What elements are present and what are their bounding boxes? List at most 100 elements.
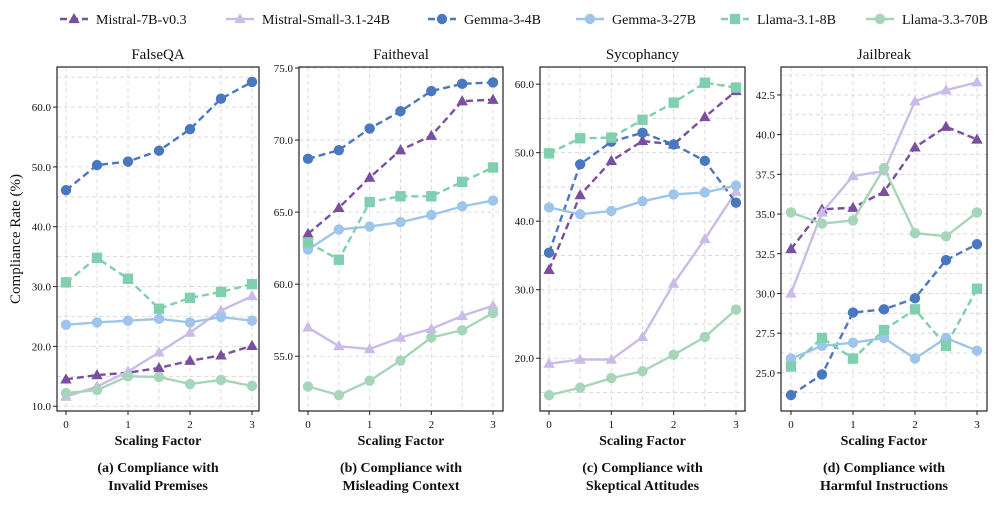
plot-frame <box>56 66 260 412</box>
data-point <box>184 354 196 365</box>
x-tick-label: 3 <box>490 419 496 431</box>
data-point <box>456 78 468 90</box>
data-point <box>543 148 555 159</box>
data-point <box>426 191 437 202</box>
data-point <box>60 319 72 331</box>
data-point <box>816 369 828 380</box>
data-point <box>971 76 983 87</box>
x-tick-label: 0 <box>546 419 552 431</box>
series-mistral-small-3-1-24b <box>543 185 742 368</box>
y-tick-label: 70.0 <box>274 135 294 147</box>
data-point <box>816 218 828 229</box>
subplot-caption: Misleading Context <box>342 479 459 494</box>
legend-marker-circle <box>584 13 596 25</box>
data-point <box>425 322 438 334</box>
data-point <box>425 129 438 140</box>
x-tick-label: 1 <box>850 419 856 431</box>
data-point <box>394 144 407 155</box>
subplot-title: Sycophancy <box>606 47 680 63</box>
data-point <box>487 77 499 88</box>
data-point <box>487 307 499 319</box>
series-mistral-7b-v0-3 <box>302 93 499 238</box>
data-point <box>668 189 679 200</box>
y-tick-label: 25.0 <box>756 368 776 380</box>
data-point <box>847 215 859 226</box>
data-point <box>215 374 227 386</box>
subplot-faitheval: 55.0 60.0 65.0 70.0 75.0 0 1 2 3 Faitheval Scaling… <box>274 47 504 494</box>
series-llama-3-1-8b <box>543 77 742 159</box>
series-llama-3-3-70b <box>302 307 499 401</box>
data-point <box>637 114 648 125</box>
legend-marker-triangle <box>68 13 80 24</box>
data-point <box>605 353 618 364</box>
data-point <box>246 278 258 290</box>
data-point <box>364 196 375 208</box>
data-point <box>971 345 983 356</box>
data-point <box>153 361 165 373</box>
x-axis-label: Scaling Factor <box>841 434 928 449</box>
data-point <box>302 237 314 248</box>
data-point <box>605 154 618 166</box>
series-gemma-3-27b <box>785 332 983 364</box>
y-tick-label: 30.0 <box>515 285 535 297</box>
x-tick-label: 3 <box>733 419 739 431</box>
data-point <box>785 361 797 372</box>
data-point <box>878 162 890 174</box>
legend-marker-circle <box>436 13 448 25</box>
series-llama-3-1-8b <box>785 283 983 372</box>
data-point <box>785 243 797 254</box>
data-point <box>215 304 227 315</box>
series-gemma-3-4b <box>785 239 983 401</box>
data-point <box>606 205 617 217</box>
data-point <box>122 273 134 284</box>
subplot-jailbreak: 25.0 27.5 30.0 32.5 35.0 37.5 40.0 42.5 0 1 2 3 Jail… <box>756 47 988 494</box>
data-point <box>122 315 134 326</box>
subplot-falseqa: 10.0 20.0 30.0 40.0 50.0 60.0 0 1 2 3 FalseQA Scali… <box>8 47 260 494</box>
y-tick-label: 30.0 <box>32 282 52 294</box>
y-tick-label: 55.0 <box>274 351 294 363</box>
legend-label: Gemma-3-27B <box>612 13 696 28</box>
data-point <box>363 343 376 354</box>
data-point <box>699 111 711 122</box>
data-point <box>333 144 345 156</box>
data-point <box>60 185 72 196</box>
series-gemma-3-4b <box>543 127 742 258</box>
data-point <box>785 287 797 298</box>
data-point <box>487 195 499 206</box>
data-point <box>878 185 890 196</box>
data-point <box>91 317 103 328</box>
data-point <box>394 331 407 342</box>
data-point <box>215 93 227 104</box>
data-point <box>456 95 468 106</box>
data-point <box>91 384 103 396</box>
y-tick-label: 40.0 <box>515 216 535 228</box>
data-point <box>574 353 586 364</box>
series-mistral-small-3-1-24b <box>302 299 499 354</box>
data-point <box>215 311 227 323</box>
data-point <box>785 207 797 218</box>
data-point <box>153 371 165 383</box>
x-tick-label: 2 <box>912 419 918 431</box>
subplot-caption: Invalid Premises <box>108 479 208 494</box>
subplot-title: Faitheval <box>373 47 429 63</box>
data-point <box>302 227 314 238</box>
data-point <box>847 307 859 318</box>
legend-entry: Llama-3.3-70B <box>866 13 988 28</box>
x-tick-label: 0 <box>305 419 311 431</box>
y-tick-label: 42.5 <box>756 90 776 102</box>
legend-label: Mistral-Small-3.1-24B <box>262 13 390 28</box>
data-point <box>574 209 586 220</box>
subplot-title: Jailbreak <box>857 47 912 63</box>
data-point <box>395 191 406 202</box>
data-point <box>302 321 314 332</box>
data-point <box>395 355 406 366</box>
data-point <box>606 132 617 143</box>
legend-label: Llama-3.3-70B <box>902 13 988 28</box>
data-point <box>878 324 890 336</box>
y-tick-label: 60.0 <box>274 279 294 291</box>
x-axis-label: Scaling Factor <box>358 434 445 449</box>
series-gemma-3-27b <box>543 180 742 220</box>
data-point <box>699 187 711 198</box>
y-tick-label: 30.0 <box>756 288 776 300</box>
data-point <box>574 159 586 170</box>
